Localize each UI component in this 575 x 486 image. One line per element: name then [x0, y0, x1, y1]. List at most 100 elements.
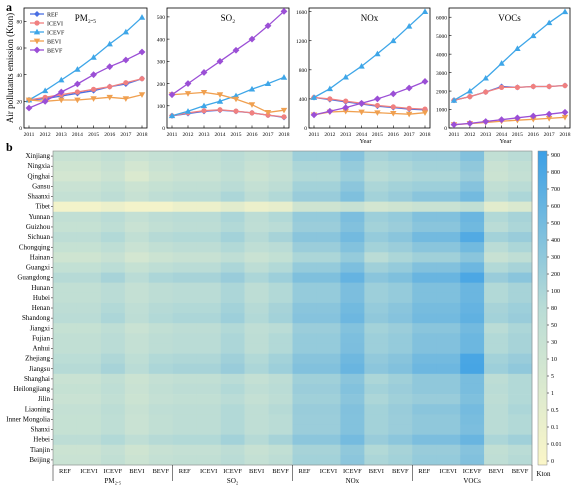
heatmap-cell — [76, 454, 102, 466]
heatmap-cell — [244, 434, 269, 446]
heatmap-cell — [268, 323, 293, 334]
data-point-icevi — [467, 94, 473, 100]
heatmap-cell — [316, 373, 341, 385]
heatmap-cell — [76, 333, 102, 344]
heatmap-cell — [148, 444, 174, 456]
heatmap-cell — [244, 272, 269, 283]
data-point-bevf — [498, 116, 505, 124]
heatmap-cell — [412, 363, 437, 375]
heatmap-cell — [484, 272, 509, 283]
heatmap-cell — [53, 211, 78, 223]
x-tick-label: 2014 — [72, 132, 83, 138]
heatmap-cell — [53, 373, 78, 385]
data-point-icevf — [498, 60, 505, 66]
heatmap-cell — [292, 424, 317, 435]
heatmap-cell — [388, 444, 413, 456]
heatmap-cell — [292, 201, 317, 213]
heatmap-cell — [148, 221, 174, 233]
data-point-icevf — [216, 98, 224, 104]
heatmap-cell — [172, 353, 197, 365]
x-tick-label: 2016 — [528, 132, 539, 138]
heatmap-cell — [124, 414, 150, 425]
heatmap-cell — [268, 454, 293, 466]
heatmap-cell — [340, 313, 365, 324]
heatmap-cell — [460, 333, 485, 344]
heatmap-cell — [388, 302, 413, 314]
heatmap-cell — [388, 252, 413, 263]
x-tick-label: 2011 — [24, 132, 35, 138]
heatmap-cell — [316, 343, 341, 354]
heatmap-cell — [364, 383, 389, 395]
province-label: Guangdong — [17, 274, 50, 282]
heatmap-cell — [268, 252, 293, 263]
data-point-bevi — [264, 110, 272, 116]
heatmap-cell — [292, 221, 317, 233]
province-label: Liaoning — [25, 405, 51, 413]
data-point-bevf — [248, 35, 256, 43]
heatmap-cell — [53, 323, 78, 334]
heatmap-cell — [316, 414, 341, 425]
heatmap-cell — [53, 221, 78, 233]
series-line-bevf — [28, 51, 143, 109]
heatmap-cell — [220, 353, 245, 365]
heatmap-cell — [316, 252, 341, 263]
heatmap-cell — [172, 454, 197, 466]
heatmap-cell — [340, 242, 365, 253]
x-tick-label: 2017 — [404, 132, 415, 138]
column-label: ICEVI — [80, 468, 97, 475]
data-point-icevf — [482, 74, 489, 81]
data-point-bevi — [530, 116, 537, 123]
data-point-icevf — [264, 80, 272, 86]
heatmap-cell — [316, 262, 341, 273]
heatmap-cell — [148, 171, 174, 182]
heatmap-cell — [196, 211, 221, 223]
heatmap-cell — [124, 383, 150, 395]
data-point-icevf — [405, 22, 413, 29]
series-line-icevi — [453, 84, 566, 101]
heatmap-cell — [148, 424, 174, 435]
heatmap-cell — [244, 201, 269, 213]
heatmap-cell — [292, 242, 317, 253]
heatmap-cell — [53, 404, 78, 415]
heatmap-cell — [268, 262, 293, 273]
heatmap-cell — [100, 353, 126, 365]
heatmap-cell — [53, 313, 78, 324]
data-point-icevi — [90, 86, 97, 92]
heatmap-cell — [340, 171, 365, 182]
heatmap-cell — [196, 282, 221, 294]
column-label: REF — [299, 468, 311, 475]
heatmap-cell — [148, 363, 174, 375]
colorbar-title: Kton — [537, 470, 552, 478]
y-tick-label: 400 — [157, 37, 166, 43]
heatmap-cell — [100, 151, 126, 162]
heatmap-cell — [100, 171, 126, 182]
heatmap-cell — [484, 201, 509, 213]
heatmap-cell — [436, 201, 461, 213]
province-label: Yunnan — [29, 213, 51, 221]
heatmap-cell — [316, 242, 341, 253]
data-point-bevf — [482, 118, 490, 125]
heatmap-cell — [412, 252, 437, 263]
heatmap-cell — [388, 323, 413, 334]
heatmap-cell — [244, 252, 269, 263]
heatmap-cell — [124, 363, 150, 375]
column-label: BEVI — [249, 468, 264, 475]
heatmap-cell — [484, 414, 509, 425]
heatmap-cell — [172, 191, 197, 202]
heatmap-cell — [508, 232, 533, 243]
heatmap-cell — [124, 343, 150, 354]
colorbar-tick-label: 10 — [551, 357, 557, 363]
heatmap-cell — [388, 333, 413, 344]
heatmap-cell — [172, 232, 197, 243]
y-tick-label: 2000 — [436, 89, 447, 95]
province-label: Inner Mongolia — [6, 415, 51, 423]
legend-label: REF — [47, 12, 59, 18]
heatmap-cell — [76, 414, 102, 425]
data-point-bevf — [41, 97, 49, 105]
data-point-icevf — [280, 74, 288, 80]
heatmap-cell — [388, 292, 413, 304]
heatmap-cell — [196, 343, 221, 354]
heatmap-cell — [100, 414, 126, 425]
heatmap-cell — [244, 282, 269, 294]
